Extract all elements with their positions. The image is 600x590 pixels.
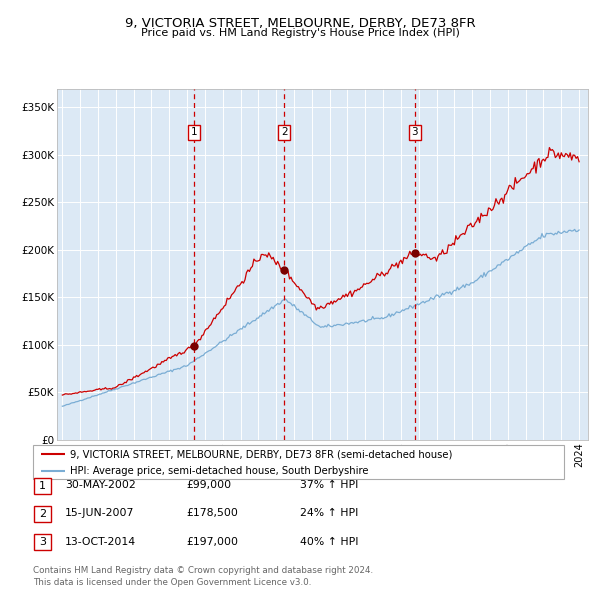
Text: £99,000: £99,000 <box>186 480 231 490</box>
Text: £197,000: £197,000 <box>186 537 238 546</box>
Text: 37% ↑ HPI: 37% ↑ HPI <box>300 480 358 490</box>
Text: £178,500: £178,500 <box>186 509 238 518</box>
Text: 40% ↑ HPI: 40% ↑ HPI <box>300 537 359 546</box>
FancyBboxPatch shape <box>34 478 51 493</box>
Text: 15-JUN-2007: 15-JUN-2007 <box>65 509 134 518</box>
Text: 9, VICTORIA STREET, MELBOURNE, DERBY, DE73 8FR: 9, VICTORIA STREET, MELBOURNE, DERBY, DE… <box>125 17 475 30</box>
Text: 1: 1 <box>39 481 46 490</box>
FancyBboxPatch shape <box>34 506 51 522</box>
Text: HPI: Average price, semi-detached house, South Derbyshire: HPI: Average price, semi-detached house,… <box>70 466 368 476</box>
Text: 13-OCT-2014: 13-OCT-2014 <box>65 537 136 546</box>
Text: 2: 2 <box>281 127 287 137</box>
FancyBboxPatch shape <box>34 535 51 550</box>
FancyBboxPatch shape <box>33 445 564 479</box>
Text: 3: 3 <box>39 537 46 547</box>
Text: 2: 2 <box>39 509 46 519</box>
Text: 30-MAY-2002: 30-MAY-2002 <box>65 480 136 490</box>
Text: 1: 1 <box>191 127 197 137</box>
Text: Price paid vs. HM Land Registry's House Price Index (HPI): Price paid vs. HM Land Registry's House … <box>140 28 460 38</box>
Text: Contains HM Land Registry data © Crown copyright and database right 2024.
This d: Contains HM Land Registry data © Crown c… <box>33 566 373 587</box>
Text: 9, VICTORIA STREET, MELBOURNE, DERBY, DE73 8FR (semi-detached house): 9, VICTORIA STREET, MELBOURNE, DERBY, DE… <box>70 449 452 459</box>
Text: 24% ↑ HPI: 24% ↑ HPI <box>300 509 358 518</box>
Text: 3: 3 <box>412 127 418 137</box>
